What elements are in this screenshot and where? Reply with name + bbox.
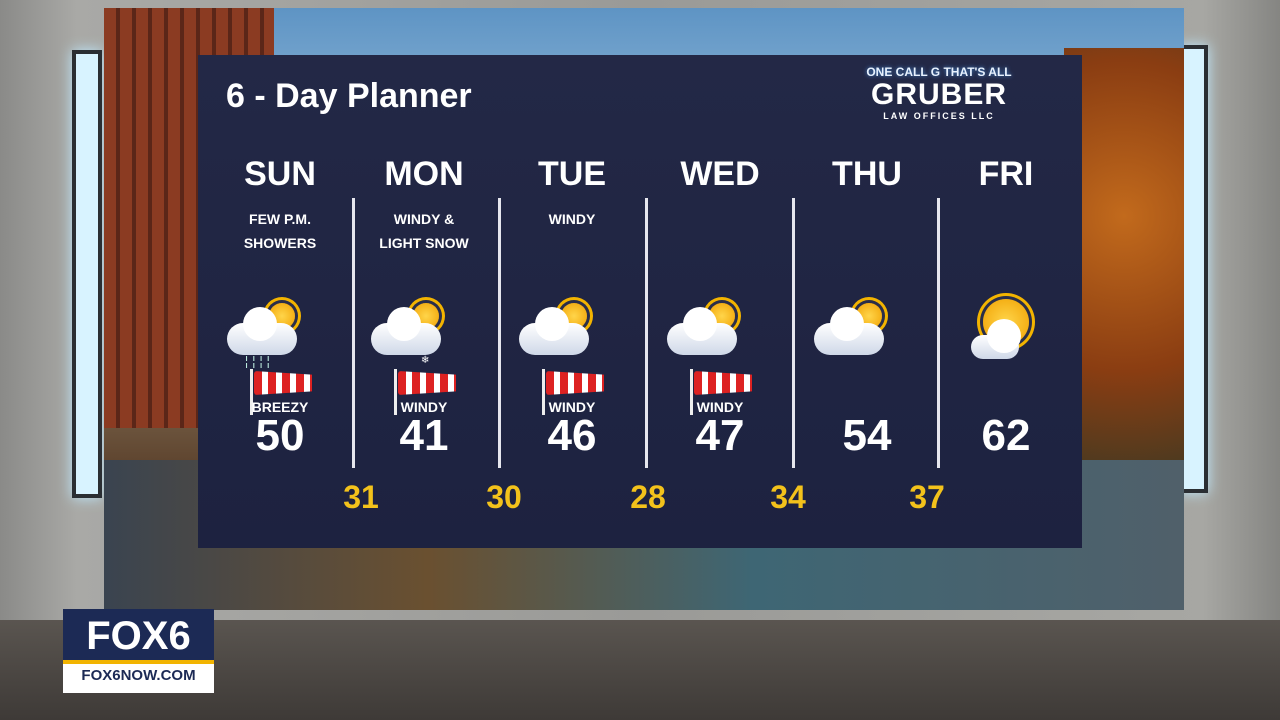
high-temp: 54 [842, 411, 892, 460]
low-temp: 37 [909, 479, 945, 515]
wind-label: WINDY [400, 399, 448, 415]
column-divider [352, 198, 355, 468]
sponsor-logo: ONE CALL G THAT'S ALL GRUBER LAW OFFICES… [866, 65, 1012, 121]
sponsor-tagline: ONE CALL G THAT'S ALL [866, 65, 1012, 79]
sun-cloud-snow-icon: ❄ [351, 299, 497, 369]
windsock-icon: BREEZY [207, 369, 353, 415]
day-label: FRI [978, 155, 1034, 193]
condition-line: WINDY & [393, 211, 455, 227]
high-temp: 50 [255, 411, 305, 460]
station-url: FOX6NOW.COM [81, 667, 196, 684]
day-column-thu: THU 54 [794, 155, 940, 461]
partly-cloudy-icon [647, 299, 793, 369]
station-logo-text: FOX6 [63, 609, 214, 664]
day-column-wed: WED WINDY 47 [647, 155, 793, 461]
windsock-icon: WINDY [647, 369, 793, 415]
day-label: THU [832, 155, 902, 193]
windsock-icon: WINDY [351, 369, 497, 415]
condition-line: SHOWERS [243, 235, 317, 251]
condition-text [794, 199, 940, 309]
high-temp: 46 [547, 411, 597, 460]
windsock-icon: WINDY [499, 369, 645, 415]
autumn-trees-image [1064, 48, 1184, 468]
station-logo: FOX6 FOX6NOW.COM [63, 609, 214, 693]
condition-text: WINDY [499, 199, 645, 309]
day-column-mon: MON WINDY & LIGHT SNOW ❄ WINDY 41 [351, 155, 497, 461]
low-temp: 28 [630, 479, 666, 515]
windsock-icon [933, 369, 1079, 413]
page-title: 6 - Day Planner [226, 77, 472, 115]
windsock-icon [794, 369, 940, 413]
light-panel-left [72, 50, 102, 498]
wind-label: WINDY [548, 399, 596, 415]
forecast-panel: 6 - Day Planner ONE CALL G THAT'S ALL GR… [198, 55, 1082, 548]
day-label: SUN [244, 155, 316, 193]
wind-label: WINDY [696, 399, 744, 415]
day-column-tue: TUE WINDY WINDY 46 [499, 155, 645, 461]
day-label: TUE [538, 155, 606, 193]
condition-text [647, 199, 793, 309]
sun-cloud-rain-icon: ╎╎╎╎ [207, 299, 353, 369]
column-divider [498, 198, 501, 468]
condition-line: WINDY [548, 211, 596, 227]
sponsor-sub: LAW OFFICES LLC [883, 111, 995, 121]
column-divider [937, 198, 940, 468]
day-label: MON [384, 155, 464, 193]
low-temp: 34 [770, 479, 806, 515]
high-temp: 41 [399, 411, 449, 460]
sponsor-name: GRUBER [870, 78, 1007, 111]
day-column-sun: SUN FEW P.M. SHOWERS ╎╎╎╎ BREEZY 50 [207, 155, 353, 461]
column-divider [792, 198, 795, 468]
low-temp: 30 [486, 479, 522, 515]
condition-text: FEW P.M. SHOWERS [207, 199, 353, 309]
partly-cloudy-icon [499, 299, 645, 369]
mostly-sunny-icon [933, 299, 1079, 369]
condition-line: LIGHT SNOW [379, 235, 469, 251]
column-divider [645, 198, 648, 468]
wind-label: BREEZY [251, 399, 309, 415]
condition-text [933, 199, 1079, 309]
condition-line: FEW P.M. [249, 211, 311, 227]
partly-cloudy-icon [794, 299, 940, 369]
day-label: WED [680, 155, 760, 193]
high-temp: 62 [981, 411, 1031, 460]
high-temp: 47 [695, 411, 745, 460]
low-temp: 31 [343, 479, 379, 515]
condition-text: WINDY & LIGHT SNOW [351, 199, 497, 309]
day-column-fri: FRI 62 [933, 155, 1079, 461]
